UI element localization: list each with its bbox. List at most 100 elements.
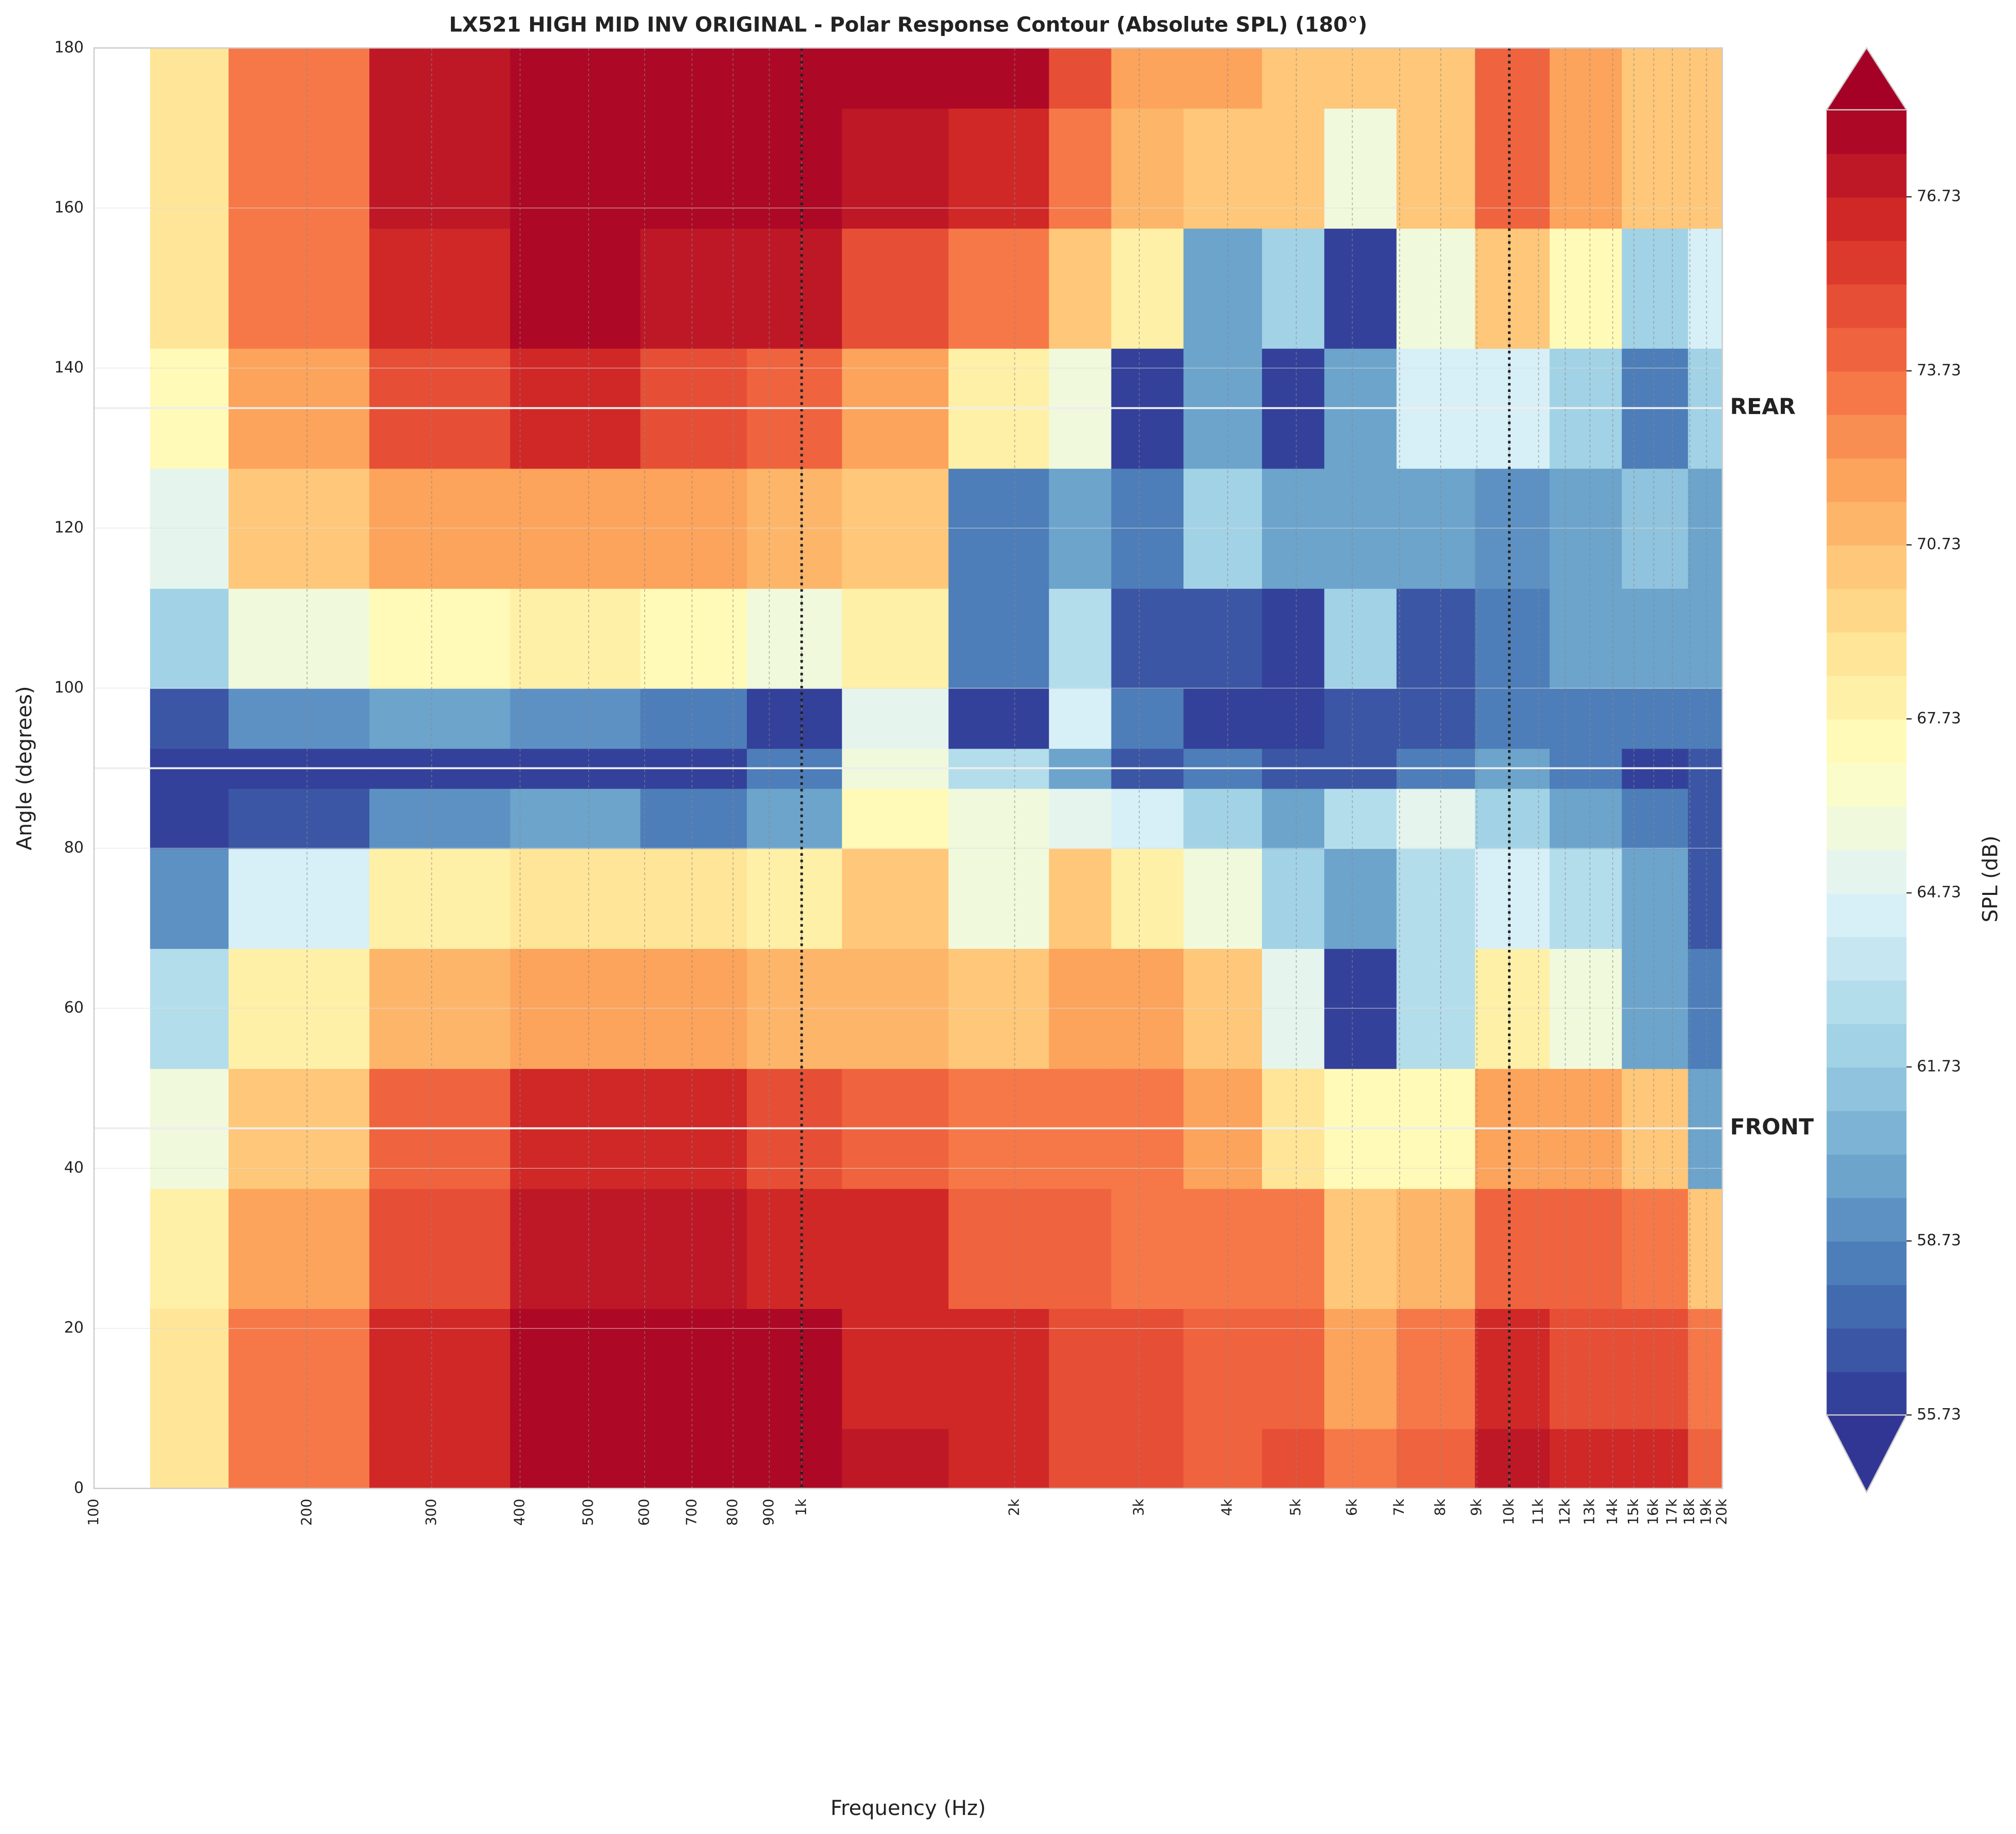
colorbar-tick-label: 55.73: [1917, 1406, 1961, 1424]
colorbar-band: [1826, 197, 1907, 241]
contour-cell: [640, 688, 748, 749]
contour-cell: [1622, 848, 1689, 949]
contour-cell: [842, 228, 949, 349]
contour-cell: [228, 588, 370, 689]
contour-cell: [510, 108, 641, 229]
colorbar-tick-label: 67.73: [1917, 709, 1961, 727]
x-tick-label: 600: [635, 1499, 652, 1526]
x-tick-label: 900: [760, 1499, 777, 1526]
contour-cell: [640, 48, 748, 109]
contour-cell: [369, 688, 511, 749]
contour-cell: [842, 108, 949, 229]
contour-cell: [150, 848, 230, 949]
contour-cell: [1396, 848, 1476, 949]
contour-cell: [842, 1308, 949, 1429]
contour-cell: [369, 1308, 511, 1429]
contour-cell: [1261, 1428, 1325, 1489]
contour-cell: [1622, 1428, 1689, 1489]
contour-cell: [1111, 1188, 1184, 1309]
contour-cell: [510, 1308, 641, 1429]
contour-cell: [1549, 228, 1623, 349]
contour-cell: [1111, 1308, 1184, 1429]
contour-cell: [1049, 228, 1112, 349]
annotation: REAR: [1730, 394, 1796, 420]
colorbar-band: [1826, 719, 1907, 763]
contour-cell: [948, 788, 1050, 849]
contour-cell: [228, 108, 370, 229]
contour-cell: [1549, 48, 1623, 109]
contour-cell: [150, 588, 230, 689]
x-tick-label: 18k: [1681, 1499, 1698, 1525]
contour-cell: [1111, 1428, 1184, 1489]
contour-cell: [1622, 1308, 1689, 1429]
contour-cell: [150, 228, 230, 349]
contour-cell: [1049, 688, 1112, 749]
contour-cell: [1049, 1428, 1112, 1489]
contour-cell: [1324, 228, 1398, 349]
contour-cell: [1688, 688, 1723, 749]
contour-cell: [228, 788, 370, 849]
contour-cell: [1111, 588, 1184, 689]
contour-cell: [1261, 1308, 1325, 1429]
contour-cell: [1475, 48, 1551, 109]
colorbar-band: [1826, 806, 1907, 850]
x-tick-label: 400: [511, 1499, 528, 1526]
x-tick-label: 15k: [1625, 1499, 1642, 1525]
contour-cell: [1324, 688, 1398, 749]
contour-cell: [1183, 228, 1263, 349]
contour-cell: [1396, 588, 1476, 689]
colorbar-band: [1826, 980, 1907, 1024]
contour-cell: [640, 228, 748, 349]
contour-cell: [1049, 48, 1112, 109]
y-tick-label: 60: [64, 999, 84, 1017]
contour-cell: [1324, 588, 1398, 689]
contour-cell: [1049, 1188, 1112, 1309]
colorbar-band: [1826, 153, 1907, 198]
contour-cell: [228, 228, 370, 349]
contour-cell: [150, 1188, 230, 1309]
x-tick-label: 800: [724, 1499, 741, 1526]
contour-cell: [1475, 1188, 1551, 1309]
colorbar-band: [1826, 762, 1907, 807]
contour-cell: [640, 848, 748, 949]
y-tick-label: 180: [54, 39, 84, 57]
contour-cell: [842, 1188, 949, 1309]
contour-cell: [747, 1308, 843, 1429]
chart-title: LX521 HIGH MID INV ORIGINAL - Polar Resp…: [449, 13, 1367, 37]
x-axis-label: Frequency (Hz): [831, 1796, 986, 1820]
contour-cell: [1622, 688, 1689, 749]
contour-cell: [510, 688, 641, 749]
colorbar-extend: [1825, 1414, 1908, 1494]
contour-cell: [747, 48, 843, 109]
x-tick-label: 9k: [1467, 1499, 1484, 1516]
colorbar-band: [1826, 1327, 1907, 1372]
contour-cell: [1475, 1428, 1551, 1489]
contour-cell: [1111, 688, 1184, 749]
x-tick-label: 19k: [1697, 1499, 1714, 1525]
contour-cell: [1049, 788, 1112, 849]
contour-cell: [948, 48, 1050, 109]
x-tick-label: 12k: [1556, 1499, 1573, 1525]
x-tick-label: 16k: [1645, 1499, 1662, 1525]
y-tick-label: 20: [64, 1319, 84, 1337]
colorbar-band: [1826, 849, 1907, 894]
contour-cell: [948, 228, 1050, 349]
colorbar-extend: [1825, 47, 1908, 111]
contour-cell: [1688, 788, 1723, 849]
y-tick-label: 100: [54, 679, 84, 697]
contour-cell: [640, 1188, 748, 1309]
contour-cell: [228, 688, 370, 749]
x-tick-label: 500: [579, 1499, 596, 1526]
contour-cell: [369, 1428, 511, 1489]
contour-cell: [747, 1188, 843, 1309]
contour-cell: [640, 108, 748, 229]
x-tick-label: 20k: [1713, 1499, 1730, 1525]
contour-cell: [1324, 1188, 1398, 1309]
colorbar-band: [1826, 1284, 1907, 1329]
colorbar-band: [1826, 675, 1907, 720]
contour-cell: [1475, 848, 1551, 949]
contour-cell: [1688, 1428, 1723, 1489]
contour-cell: [948, 1188, 1050, 1309]
contour-cell: [640, 788, 748, 849]
